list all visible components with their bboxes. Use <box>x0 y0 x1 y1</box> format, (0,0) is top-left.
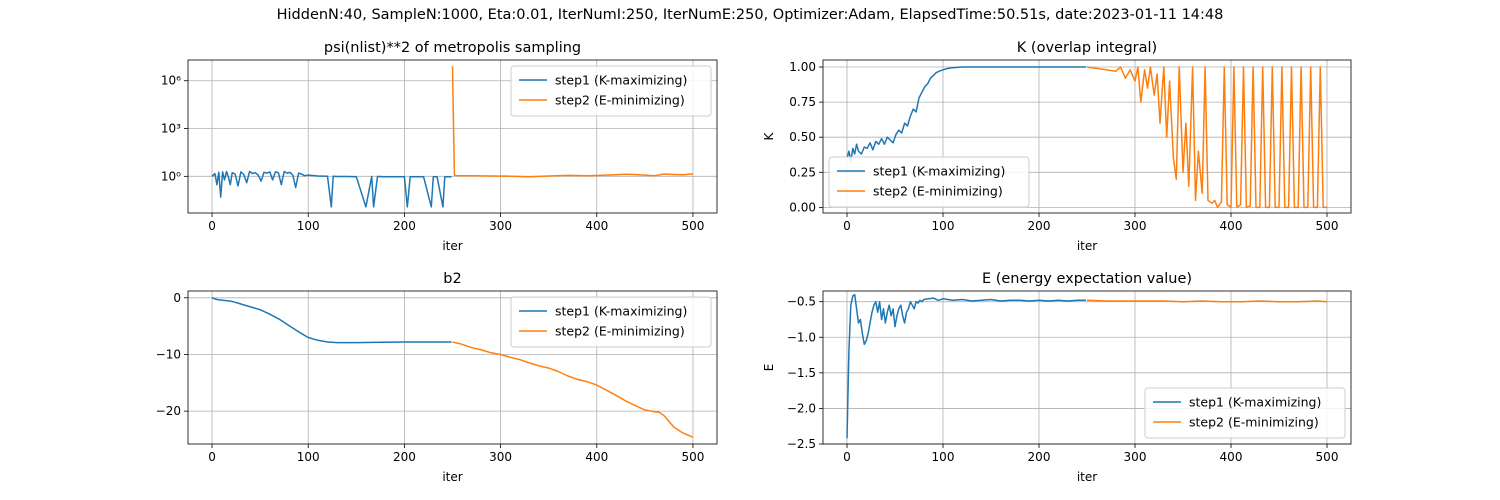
x-tick-label: 400 <box>1220 450 1243 464</box>
x-tick-label: 400 <box>585 219 608 233</box>
x-tick-label: 500 <box>1316 450 1339 464</box>
y-tick-label: 0.25 <box>789 165 816 179</box>
subplot-k-overlap: 0 100 200 300 400 500 0.00 0.25 0.50 0.75 1.00 K (o… <box>762 40 1352 253</box>
legend-entry-label: step2 (E-minimizing) <box>555 324 685 339</box>
subplot-psi: 0 100 200 300 400 500 10⁰ 10³ 10⁶ psi(nlist)**2 o… <box>161 40 718 253</box>
x-tick-label: 400 <box>1220 219 1243 233</box>
axes-frame <box>822 290 1352 445</box>
x-tick-label: 100 <box>297 219 320 233</box>
x-tick-label: 300 <box>489 219 512 233</box>
y-tick-label: 0.50 <box>789 130 816 144</box>
legend-entry-label: step1 (K-maximizing) <box>555 73 687 88</box>
y-tick-label: −20 <box>156 404 181 418</box>
x-tick-label: 0 <box>843 219 851 233</box>
y-axis-label: K <box>762 131 776 140</box>
x-tick-label: 300 <box>489 450 512 464</box>
x-axis-label: iter <box>442 470 462 484</box>
y-tick-label: −2.5 <box>787 437 816 451</box>
subplot-title: E (energy expectation value) <box>982 271 1192 287</box>
series-line-1 <box>211 170 452 208</box>
subplot-title: psi(nlist)**2 of metropolis sampling <box>324 40 581 56</box>
series-line-1 <box>211 297 452 344</box>
x-tick-label: 400 <box>585 450 608 464</box>
legend-box <box>510 65 712 117</box>
legend: step1 (K-maximizing) step2 (E-minimizing) <box>510 296 712 348</box>
axes-frame <box>187 290 718 445</box>
y-tick-label: 0.75 <box>789 95 816 109</box>
legend: step1 (K-maximizing) step2 (E-minimizing) <box>828 156 1030 208</box>
x-tick-label: 100 <box>297 450 320 464</box>
y-tick-label: 1.00 <box>789 60 816 74</box>
y-tick-label: −10 <box>156 347 181 361</box>
legend: step1 (K-maximizing) step2 (E-minimizing) <box>510 65 712 117</box>
x-tick-label: 100 <box>932 450 955 464</box>
figure-suptitle: HiddenN:40, SampleN:1000, Eta:0.01, Iter… <box>276 7 1224 23</box>
legend-box <box>1144 387 1346 439</box>
legend-entry-label: step2 (E-minimizing) <box>555 93 685 108</box>
y-tick-label: 10⁰ <box>161 169 181 183</box>
legend-entry-label: step2 (E-minimizing) <box>873 184 1003 199</box>
legend-entry-label: step2 (E-minimizing) <box>1189 415 1319 430</box>
series-line-2 <box>452 341 694 438</box>
x-axis-label: iter <box>1077 239 1097 253</box>
subplot-title: b2 <box>443 271 461 287</box>
y-axis-label: E <box>762 364 776 372</box>
series-line-2 <box>1086 299 1328 303</box>
legend-entry-label: step1 (K-maximizing) <box>873 164 1005 179</box>
x-axis-label: iter <box>1077 470 1097 484</box>
x-tick-label: 200 <box>1028 219 1051 233</box>
axes-frame <box>187 59 718 214</box>
legend-box <box>828 156 1030 208</box>
x-tick-label: 200 <box>393 219 416 233</box>
x-tick-label: 0 <box>843 450 851 464</box>
x-tick-label: 500 <box>682 219 705 233</box>
x-tick-label: 100 <box>932 219 955 233</box>
series-line-2 <box>451 66 694 178</box>
y-tick-label: 0.00 <box>789 200 816 214</box>
legend: step1 (K-maximizing) step2 (E-minimizing) <box>1144 387 1346 439</box>
legend-entry-label: step1 (K-maximizing) <box>555 304 687 319</box>
series-line-1 <box>846 293 1086 439</box>
legend-box <box>510 296 712 348</box>
y-tick-label: −2.0 <box>787 401 816 415</box>
y-tick-label: 10³ <box>161 122 181 136</box>
x-tick-label: 500 <box>1316 219 1339 233</box>
x-tick-label: 300 <box>1124 450 1147 464</box>
y-tick-label: 0 <box>173 291 181 305</box>
x-tick-label: 0 <box>208 219 216 233</box>
x-tick-label: 0 <box>208 450 216 464</box>
y-tick-label: −1.0 <box>787 330 816 344</box>
y-tick-label: −1.5 <box>787 366 816 380</box>
y-tick-label: 10⁶ <box>161 74 181 88</box>
subplot-title: K (overlap integral) <box>1017 40 1157 56</box>
legend-entry-label: step1 (K-maximizing) <box>1189 395 1321 410</box>
x-tick-label: 200 <box>393 450 416 464</box>
subplot-energy: 0 100 200 300 400 500 −0.5 −1.0 −1.5 −2.0 −2.5 E (e… <box>762 271 1352 484</box>
x-tick-label: 500 <box>682 450 705 464</box>
x-axis-label: iter <box>442 239 462 253</box>
subplot-b2: 0 100 200 300 400 500 0 −10 −20 b2 iter step1 (K-ma… <box>156 271 718 484</box>
y-tick-label: −0.5 <box>787 295 816 309</box>
series-line-2 <box>1086 66 1327 209</box>
x-tick-label: 200 <box>1028 450 1051 464</box>
axes-frame <box>822 59 1352 214</box>
x-tick-label: 300 <box>1124 219 1147 233</box>
series-line-1 <box>846 66 1086 162</box>
